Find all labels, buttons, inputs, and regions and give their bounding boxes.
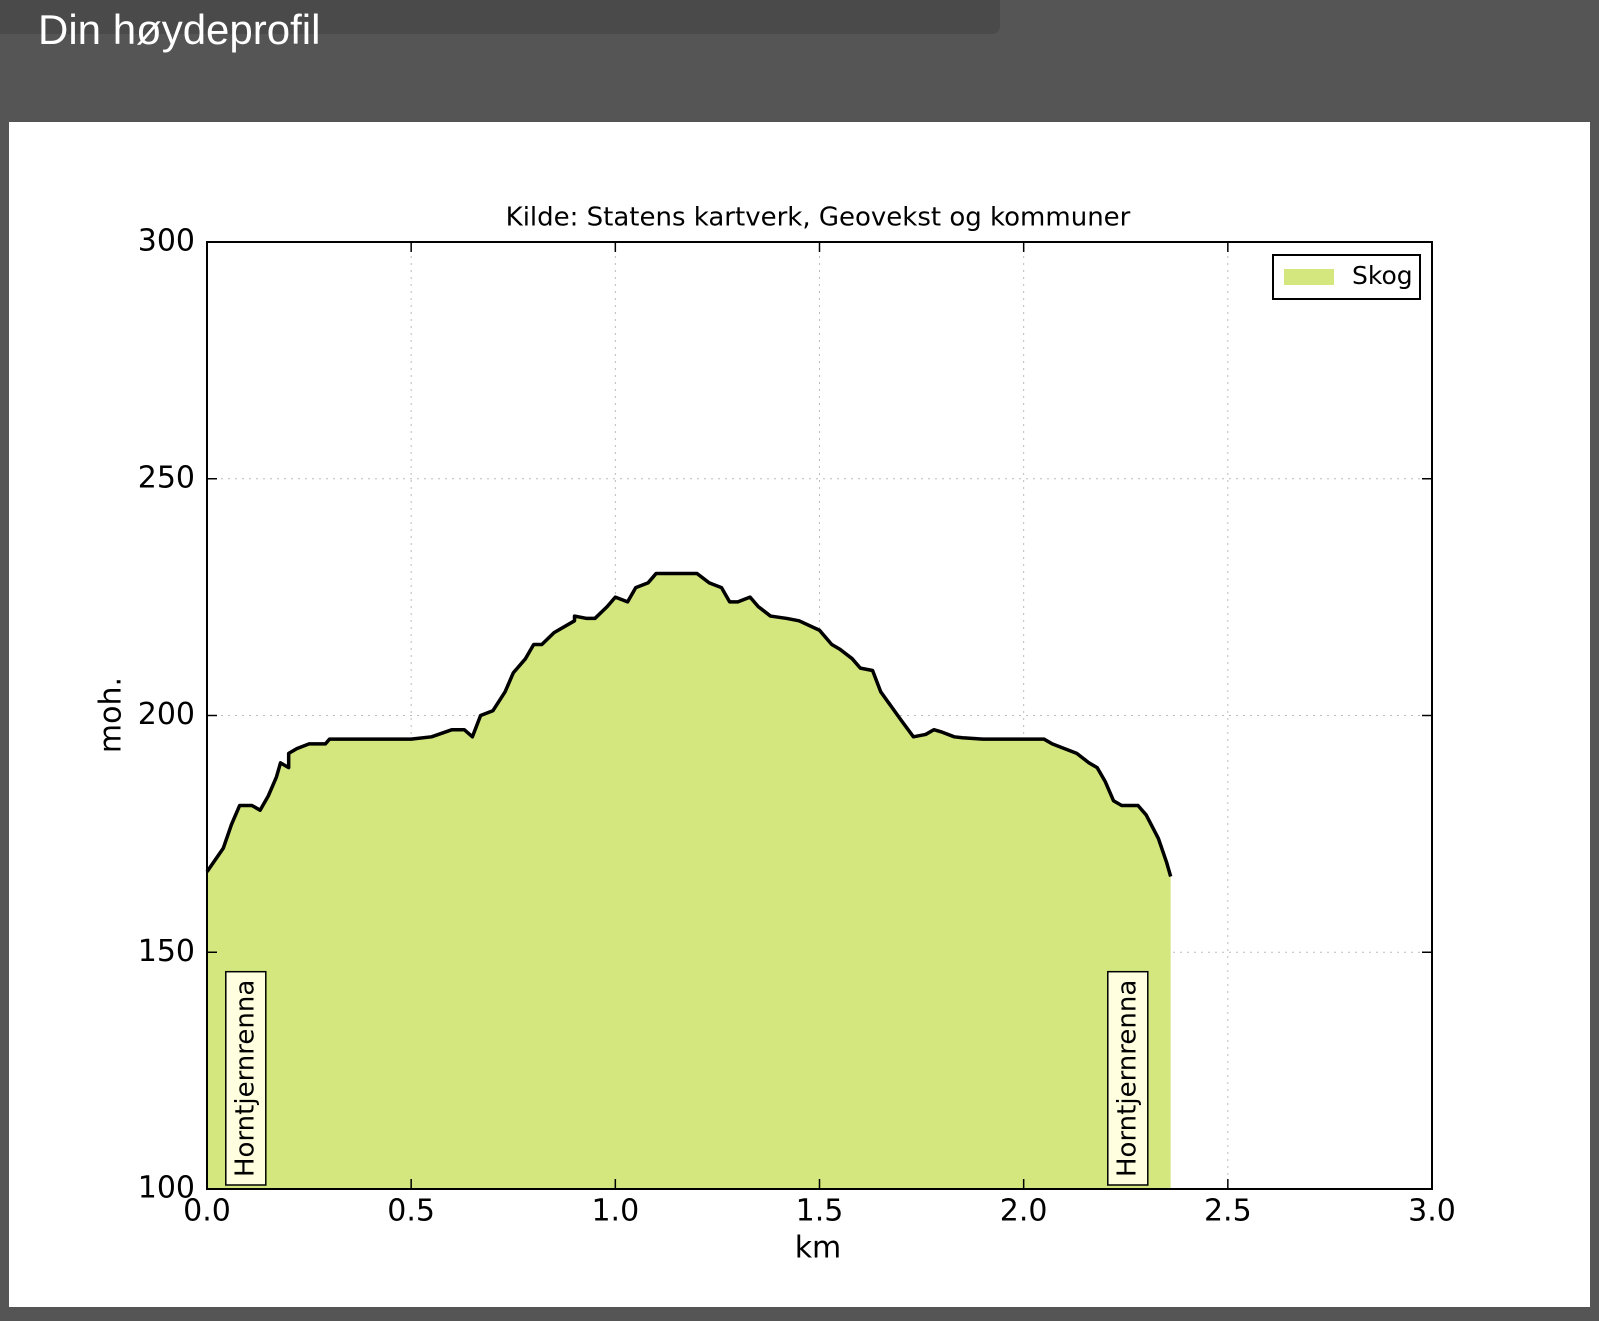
x-tick-label: 1.5: [796, 1194, 844, 1229]
annotation: Horntjernrenna: [225, 970, 267, 1186]
annotation-box: [1107, 970, 1149, 1186]
annotation-box: [225, 970, 267, 1186]
chart-title: Kilde: Statens kartverk, Geovekst og kom…: [506, 203, 1131, 233]
annotation-text: Horntjernrenna: [1112, 980, 1142, 1177]
x-tick-label: 3.0: [1408, 1194, 1456, 1229]
y-tick-label: 100: [138, 1171, 195, 1206]
y-tick-label: 200: [138, 697, 195, 732]
legend-swatch: [1284, 269, 1334, 285]
x-tick-label: 1.0: [591, 1194, 639, 1229]
profile-line: [205, 571, 1173, 877]
x-tick-label: 2.0: [1000, 1194, 1048, 1229]
header-title: Din høydeprofil: [38, 6, 321, 53]
y-tick-label: 250: [138, 460, 195, 495]
header-bar: [0, 0, 1000, 34]
annotation-text: Horntjernrenna: [230, 980, 260, 1177]
y-axis-label: moh.: [94, 677, 129, 753]
y-tick-label: 300: [138, 224, 195, 259]
x-tick-label: 2.5: [1204, 1194, 1252, 1229]
x-axis-label: km: [795, 1231, 842, 1266]
annotation: Horntjernrenna: [1107, 970, 1149, 1186]
legend-label: Skog: [1352, 261, 1413, 290]
x-tick-label: 0.5: [387, 1194, 435, 1229]
x-tick-label: 0.0: [183, 1194, 231, 1229]
y-tick-label: 150: [138, 934, 195, 969]
area: [207, 573, 1171, 1189]
